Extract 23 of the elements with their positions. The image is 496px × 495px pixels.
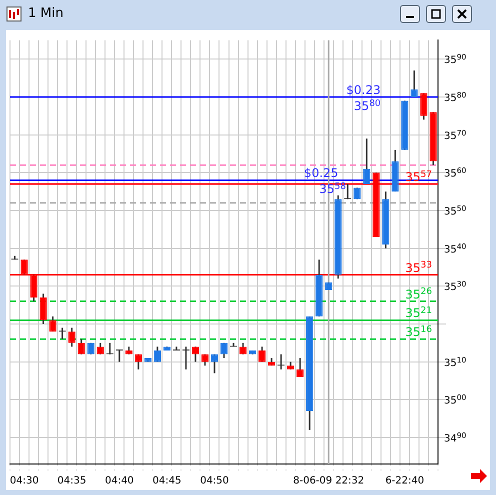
candlestick — [363, 138, 370, 185]
x-tick-label: 04:45 — [152, 476, 182, 487]
x-tick-label: 04:30 — [10, 476, 39, 487]
x-tick-label: 6-22:40 — [385, 476, 424, 487]
x-tick-label: 04:50 — [200, 476, 229, 487]
candlestick — [182, 346, 190, 370]
candlestick — [116, 349, 123, 363]
candlestick — [420, 92, 428, 120]
candlestick — [134, 354, 142, 370]
candlestick — [410, 70, 418, 98]
x-tick-label: 04:40 — [104, 476, 134, 487]
candlestick — [68, 327, 76, 348]
annotation: $0.25 — [304, 166, 338, 180]
candlestick — [78, 338, 85, 356]
candlestick — [296, 357, 304, 378]
x-tick-label: 8-06-09 22:32 — [293, 476, 364, 487]
annotation: $0.23 — [346, 82, 381, 97]
candlestick — [40, 292, 47, 325]
candlestick — [210, 354, 218, 374]
candlestick — [49, 316, 56, 332]
x-tick-label: 04:35 — [57, 476, 86, 487]
chart-title: 1 Min — [28, 6, 64, 21]
candlestick — [192, 346, 200, 363]
